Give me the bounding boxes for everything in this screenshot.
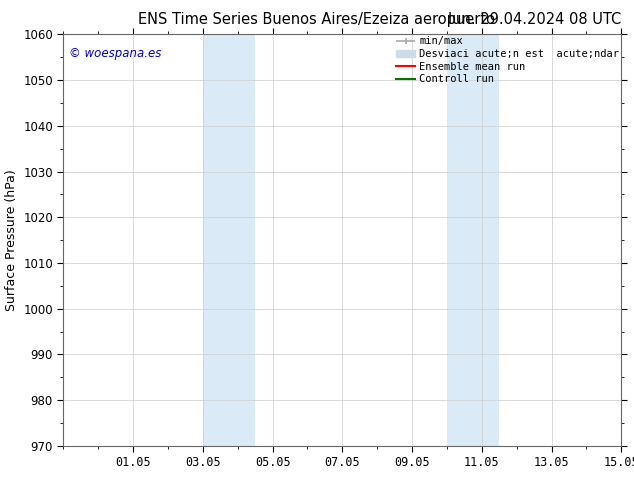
Bar (447, 34, 500, 446)
Text: ENS Time Series Buenos Aires/Ezeiza aeropuerto: ENS Time Series Buenos Aires/Ezeiza aero… (138, 12, 496, 27)
Text: © woespana.es: © woespana.es (69, 47, 162, 60)
Y-axis label: Surface Pressure (hPa): Surface Pressure (hPa) (4, 169, 18, 311)
Text: lun. 29.04.2024 08 UTC: lun. 29.04.2024 08 UTC (448, 12, 621, 27)
Legend: min/max, Desviaci acute;n est  acute;ndar, Ensemble mean run, Controll run: min/max, Desviaci acute;n est acute;ndar… (396, 36, 619, 84)
Bar (203, 34, 255, 446)
